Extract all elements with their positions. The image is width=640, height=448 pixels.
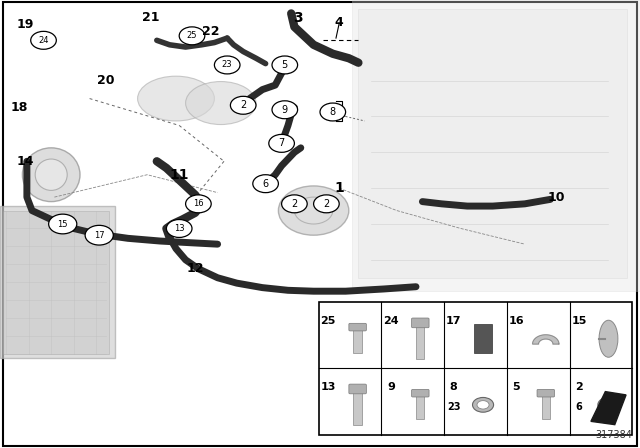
Text: 20: 20 [97, 74, 115, 87]
Text: 9: 9 [282, 105, 288, 115]
FancyBboxPatch shape [412, 389, 429, 397]
Text: 8: 8 [330, 107, 336, 117]
Polygon shape [598, 397, 618, 412]
Text: 2: 2 [323, 199, 330, 209]
Ellipse shape [35, 159, 67, 190]
Text: 19: 19 [17, 18, 35, 31]
Circle shape [253, 175, 278, 193]
Text: 1: 1 [334, 181, 344, 195]
Text: 23: 23 [222, 60, 232, 69]
FancyBboxPatch shape [349, 384, 366, 394]
Ellipse shape [294, 197, 333, 224]
Text: 15: 15 [58, 220, 68, 228]
Text: 4: 4 [335, 16, 344, 29]
Circle shape [230, 96, 256, 114]
Text: 21: 21 [141, 11, 159, 25]
Circle shape [282, 195, 307, 213]
Circle shape [287, 198, 303, 209]
Bar [474, 324, 492, 353]
Text: 3: 3 [292, 11, 303, 25]
Bar [353, 385, 362, 425]
Text: 7: 7 [278, 138, 285, 148]
Circle shape [214, 56, 240, 74]
Text: 18: 18 [10, 101, 28, 114]
Text: 12: 12 [186, 262, 204, 276]
Circle shape [272, 101, 298, 119]
Circle shape [31, 31, 56, 49]
FancyBboxPatch shape [412, 318, 429, 328]
Text: 10: 10 [548, 190, 566, 204]
Text: 25: 25 [187, 31, 197, 40]
Text: 23: 23 [447, 402, 460, 412]
Text: 8: 8 [450, 382, 458, 392]
Bar [352, 0, 640, 291]
Text: 15: 15 [572, 316, 587, 326]
Text: 22: 22 [202, 25, 220, 38]
Text: 5: 5 [282, 60, 288, 70]
Bar [416, 390, 424, 419]
Text: 17: 17 [446, 316, 461, 326]
Text: 6: 6 [262, 179, 269, 189]
Circle shape [319, 198, 335, 209]
Circle shape [477, 401, 489, 409]
Circle shape [472, 397, 493, 412]
FancyBboxPatch shape [537, 389, 554, 397]
Text: 16: 16 [193, 199, 204, 208]
Text: 2: 2 [291, 199, 298, 209]
Text: 14: 14 [17, 155, 35, 168]
Circle shape [186, 195, 211, 213]
Circle shape [272, 56, 298, 74]
Circle shape [49, 214, 77, 234]
Ellipse shape [22, 148, 80, 202]
Bar [353, 324, 362, 353]
Text: 9: 9 [387, 382, 395, 392]
Ellipse shape [278, 186, 349, 235]
Text: 2: 2 [240, 100, 246, 110]
Circle shape [237, 100, 252, 111]
Text: 24: 24 [383, 316, 399, 326]
Bar [416, 319, 424, 358]
Polygon shape [532, 335, 559, 344]
Circle shape [269, 134, 294, 152]
Bar [358, 9, 627, 278]
Text: 24: 24 [38, 36, 49, 45]
Text: 6: 6 [575, 402, 582, 412]
Circle shape [179, 27, 205, 45]
Ellipse shape [186, 82, 256, 125]
Text: 13: 13 [321, 382, 336, 392]
Bar [3, 211, 109, 354]
Text: 25: 25 [321, 316, 336, 326]
Text: 17: 17 [94, 231, 104, 240]
Text: 11: 11 [170, 168, 189, 182]
Text: 2: 2 [575, 382, 583, 392]
Text: 13: 13 [174, 224, 184, 233]
Bar [0, 206, 115, 358]
Circle shape [314, 195, 339, 213]
Text: 317384: 317384 [595, 430, 632, 440]
Circle shape [166, 220, 192, 237]
Polygon shape [591, 392, 626, 425]
Bar [541, 390, 550, 419]
Text: 5: 5 [513, 382, 520, 392]
Circle shape [320, 103, 346, 121]
Circle shape [85, 225, 113, 245]
Ellipse shape [138, 76, 214, 121]
Text: 16: 16 [508, 316, 524, 326]
FancyBboxPatch shape [349, 323, 366, 331]
Ellipse shape [599, 320, 618, 357]
Bar [319, 302, 632, 435]
